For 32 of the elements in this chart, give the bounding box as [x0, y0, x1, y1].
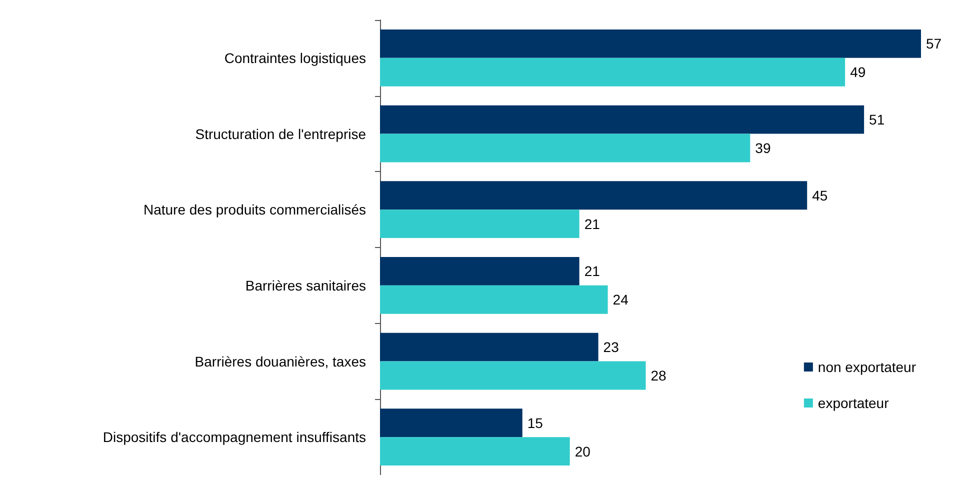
data-label: 28	[650, 367, 667, 384]
bar	[380, 408, 522, 438]
data-label: 21	[584, 263, 600, 280]
y-tick-label: Structuration de l'entreprise	[195, 126, 366, 142]
y-tick-label: Dispositifs d'accompagnement insuffisants	[102, 429, 366, 446]
y-tick-label: Nature des produits commercialisés	[143, 202, 366, 218]
bar	[380, 105, 864, 134]
bar	[380, 256, 580, 286]
legend-label: exportateur	[818, 395, 890, 411]
bar	[380, 437, 570, 466]
bar	[380, 29, 921, 58]
data-label: 24	[612, 292, 629, 308]
bar	[380, 332, 598, 362]
y-tick-label: Contraintes logistiques	[224, 50, 366, 66]
bar	[380, 361, 646, 390]
bar	[380, 285, 608, 314]
data-label: 39	[755, 140, 771, 156]
bar	[380, 210, 580, 238]
y-tick-label: Barrières sanitaires	[245, 277, 366, 294]
data-label: 21	[584, 216, 600, 232]
data-label: 20	[574, 443, 591, 460]
bar	[380, 134, 750, 162]
data-label: 15	[527, 414, 544, 431]
data-label: 45	[812, 187, 828, 204]
bar	[380, 181, 808, 210]
data-label: 57	[926, 36, 942, 52]
data-label: 23	[603, 339, 620, 356]
bar	[380, 58, 846, 86]
data-label: 49	[850, 64, 866, 80]
legend-label: non exportateur	[818, 359, 916, 375]
data-label: 51	[869, 112, 885, 128]
y-tick-label: Barrières douanières, taxes	[194, 353, 366, 370]
